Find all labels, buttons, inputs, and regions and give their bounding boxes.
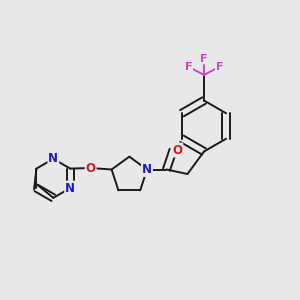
Text: O: O (85, 161, 96, 175)
Text: N: N (142, 163, 152, 176)
Text: F: F (185, 61, 192, 72)
Text: F: F (200, 53, 208, 64)
Text: N: N (48, 152, 58, 165)
Text: F: F (216, 61, 224, 72)
Text: N: N (65, 182, 75, 195)
Text: O: O (172, 143, 182, 157)
